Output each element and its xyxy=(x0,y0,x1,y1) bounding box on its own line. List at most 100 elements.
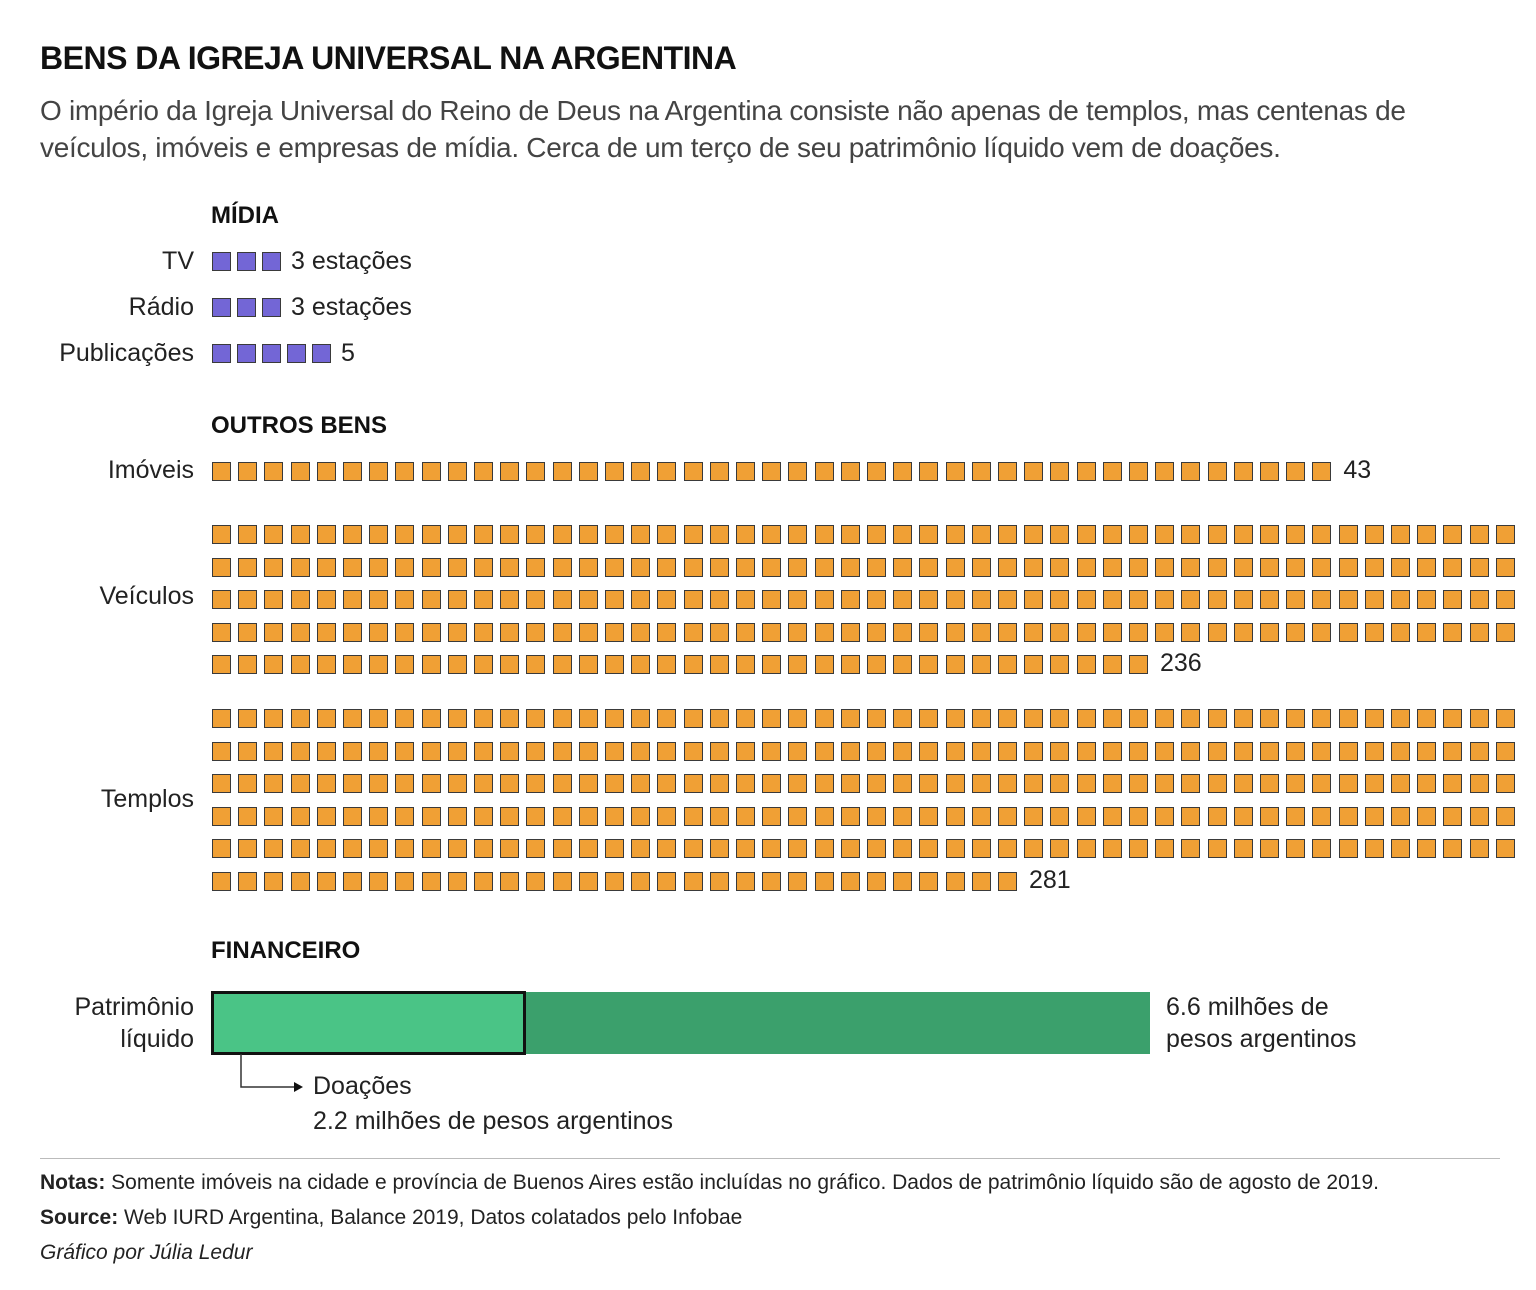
outros-1-square xyxy=(683,655,703,675)
label-patrimonio-line2: líquido xyxy=(120,1025,194,1053)
outros-2-square xyxy=(526,872,546,891)
outros-2-square xyxy=(212,872,231,891)
outros-2-square xyxy=(1233,839,1253,859)
outros-1-square xyxy=(1443,557,1463,577)
outros-2-square xyxy=(814,839,834,859)
outros-2-square xyxy=(526,839,546,859)
outros-1-square xyxy=(867,590,886,610)
outros-2-square xyxy=(474,774,493,794)
outros-2-square xyxy=(395,872,415,891)
outros-2-square xyxy=(264,709,284,728)
midia-1-square xyxy=(212,298,231,317)
outros-2-square xyxy=(1286,741,1306,761)
outros-1-square xyxy=(1338,622,1358,642)
outros-2-square xyxy=(867,806,886,826)
outros-2-square xyxy=(971,709,991,728)
outros-0-square xyxy=(421,462,441,481)
outros-0-square xyxy=(893,462,913,481)
outros-2-square xyxy=(762,709,782,728)
outros-1-square xyxy=(998,655,1017,675)
outros-2-square xyxy=(736,806,755,826)
midia-0-square xyxy=(262,252,281,271)
outros-1-square xyxy=(316,525,336,544)
outros-2-square xyxy=(971,774,991,794)
outros-2-square xyxy=(316,741,336,761)
outros-2-square xyxy=(840,806,860,826)
outros-2-square xyxy=(788,839,808,859)
outros-0-square xyxy=(919,462,939,481)
outros-2-square xyxy=(212,709,231,728)
outros-2-square xyxy=(788,774,808,794)
outros-2-square xyxy=(605,872,624,891)
outros-2-square xyxy=(1495,774,1515,794)
outros-1-square xyxy=(447,557,467,577)
label-radio: Rádio xyxy=(128,293,194,321)
outros-1-square xyxy=(683,557,703,577)
midia-1-square xyxy=(262,298,281,317)
outros-2-square xyxy=(290,709,310,728)
outros-2-square xyxy=(1312,839,1332,859)
outros-2-square xyxy=(1364,741,1384,761)
outros-1-square xyxy=(290,525,310,544)
outros-1-square xyxy=(474,557,493,577)
midia-2-square xyxy=(262,344,281,363)
outros-2-square xyxy=(709,839,729,859)
total-label-line2: pesos argentinos xyxy=(1166,1025,1357,1053)
outros-2-square xyxy=(945,872,965,891)
outros-1-square xyxy=(343,557,362,577)
outros-1-square xyxy=(1050,655,1070,675)
outros-2-square xyxy=(343,709,362,728)
outros-2-square xyxy=(1469,774,1489,794)
outros-2-square xyxy=(316,709,336,728)
label-imoveis: Imóveis xyxy=(107,456,194,484)
outros-1-square xyxy=(605,557,624,577)
outros-2-square xyxy=(290,839,310,859)
outros-1-square xyxy=(893,525,913,544)
outros-1-square xyxy=(500,525,520,544)
outros-2-square xyxy=(893,741,913,761)
outros-2-square xyxy=(998,806,1017,826)
outros-0-square xyxy=(264,462,284,481)
outros-2-square xyxy=(1391,774,1410,794)
outros-1-square xyxy=(421,525,441,544)
outros-1-square xyxy=(998,622,1017,642)
outros-1-square xyxy=(264,590,284,610)
outros-1-square xyxy=(369,655,389,675)
outros-2-square xyxy=(605,741,624,761)
outros-2-square xyxy=(919,741,939,761)
outros-2-square xyxy=(683,774,703,794)
outros-1-square xyxy=(212,655,231,675)
outros-0-square xyxy=(736,462,755,481)
outros-1-square xyxy=(578,590,598,610)
label-patrimonio: Patrimônio líquido xyxy=(75,991,195,1055)
outros-2-square xyxy=(736,709,755,728)
outros-1-square xyxy=(1076,622,1096,642)
outros-1-square xyxy=(998,590,1017,610)
outros-1-square xyxy=(605,655,624,675)
outros-2-square xyxy=(1312,709,1332,728)
outros-2-square xyxy=(316,806,336,826)
outros-1-square xyxy=(1076,525,1096,544)
outros-0-square xyxy=(316,462,336,481)
outros-1-square xyxy=(945,590,965,610)
outros-2-square xyxy=(1076,839,1096,859)
outros-2-square xyxy=(343,872,362,891)
outros-1-square xyxy=(1417,557,1437,577)
outros-2-square xyxy=(1338,839,1358,859)
outros-2-square xyxy=(998,709,1017,728)
outros-2-square xyxy=(736,774,755,794)
outros-0-square xyxy=(1181,462,1201,481)
outros-1-square xyxy=(1443,622,1463,642)
outros-1-square xyxy=(1102,557,1122,577)
outros-2-square xyxy=(1469,839,1489,859)
outros-1-square xyxy=(1129,622,1148,642)
outros-1-square xyxy=(919,525,939,544)
outros-1-square xyxy=(369,622,389,642)
outros-2-square xyxy=(1181,839,1201,859)
outros-2-square xyxy=(238,806,258,826)
outros-1-square xyxy=(264,622,284,642)
outros-2-square xyxy=(840,839,860,859)
outros-1-square xyxy=(343,525,362,544)
outros-1-square xyxy=(1024,622,1044,642)
outros-2-square xyxy=(1129,741,1148,761)
